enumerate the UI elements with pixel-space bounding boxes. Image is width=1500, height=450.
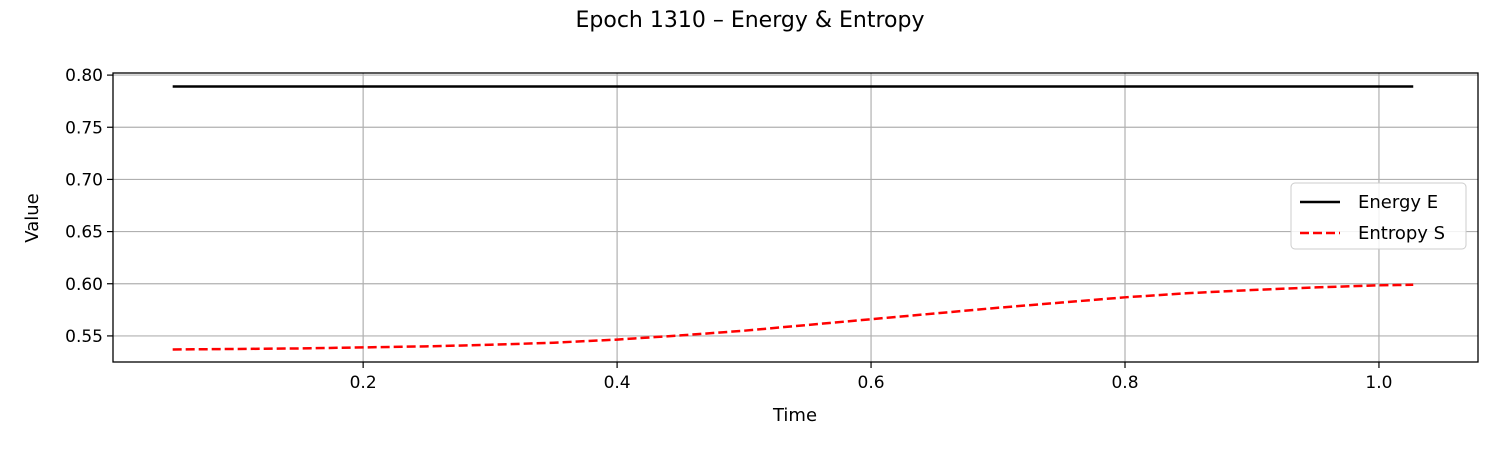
y-tick-label: 0.55 [65,327,103,347]
x-tick-label: 0.4 [604,373,631,393]
plot-lines [172,85,1414,351]
axis-ticks: 0.2 0.4 0.6 0.8 1.0 0.55 0.60 0.65 0.70 0.75 0.80 [65,66,1392,393]
x-tick-label: 0.2 [350,373,377,393]
legend-label-entropy: Entropy S [1358,223,1445,244]
y-tick-label: 0.70 [65,170,103,190]
y-tick-label: 0.60 [65,275,103,295]
y-axis-label: Value [22,193,43,242]
series-line-entropy [172,283,1414,351]
plot-frame [112,72,1479,363]
chart-title: Epoch 1310 – Energy & Entropy [576,8,925,33]
x-tick-label: 0.6 [858,373,885,393]
y-tick-label: 0.80 [65,66,103,86]
legend: Energy E Entropy S [1290,182,1467,250]
x-axis-label: Time [772,405,817,426]
x-tick-label: 0.8 [1111,373,1138,393]
legend-label-energy: Energy E [1358,192,1438,213]
y-tick-label: 0.65 [65,223,103,243]
x-tick-label: 1.0 [1365,373,1392,393]
y-tick-label: 0.75 [65,118,103,138]
grid [113,73,1478,362]
